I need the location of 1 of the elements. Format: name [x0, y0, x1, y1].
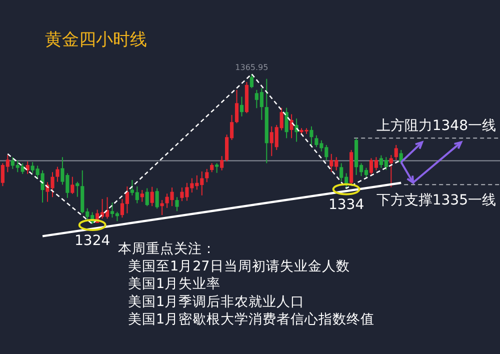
title: 黄金四小时线 [45, 30, 147, 50]
